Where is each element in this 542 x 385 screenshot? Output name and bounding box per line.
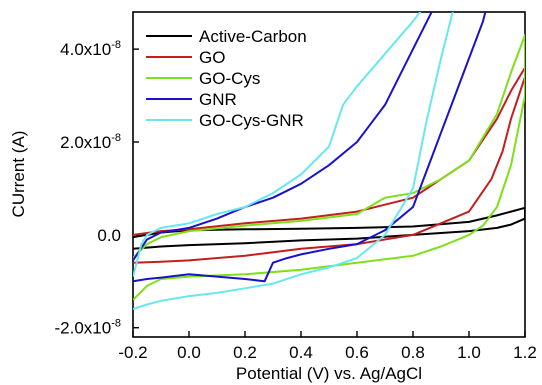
x-tick-label: 0.8 — [401, 343, 425, 362]
legend: Active-Carbon GO GO-Cys GNR GO-Cys-GNR — [146, 27, 307, 130]
x-tick-label: 1.0 — [457, 343, 481, 362]
x-tick-label: 0.2 — [233, 343, 257, 362]
series-line-4 — [133, 12, 454, 311]
x-tick-label: -0.2 — [118, 343, 147, 362]
series-line-0 — [133, 206, 525, 250]
x-tick-label: 0.6 — [345, 343, 369, 362]
y-tick-label: 2.0x10-8 — [60, 132, 121, 152]
legend-label: GNR — [199, 90, 237, 109]
x-axis-title: Potential (V) vs. Ag/AgCl — [236, 364, 422, 383]
y-tick-label: 4.0x10-8 — [60, 39, 121, 59]
x-tick-label: 0.0 — [177, 343, 201, 362]
series-line-2 — [133, 34, 525, 301]
series-lines — [133, 12, 525, 311]
legend-label: GO — [199, 48, 225, 67]
legend-label: Active-Carbon — [199, 27, 307, 46]
series-line-1 — [133, 66, 525, 264]
legend-label: GO-Cys-GNR — [199, 111, 304, 130]
y-tick-label: 0.0 — [97, 226, 121, 245]
series-line-3 — [133, 12, 487, 283]
x-tick-label: 0.4 — [289, 343, 313, 362]
y-axis-title: CUrrent (A) — [9, 131, 28, 218]
legend-label: GO-Cys — [199, 69, 260, 88]
x-tick-label: 1.2 — [513, 343, 537, 362]
axis-ticks: -0.2 0.0 0.2 0.4 0.6 0.8 1.0 1.2 -2.0x10-8 0.0 2.0… — [55, 39, 537, 362]
plot-frame — [132, 11, 526, 338]
y-tick-label: -2.0x10-8 — [55, 318, 121, 338]
